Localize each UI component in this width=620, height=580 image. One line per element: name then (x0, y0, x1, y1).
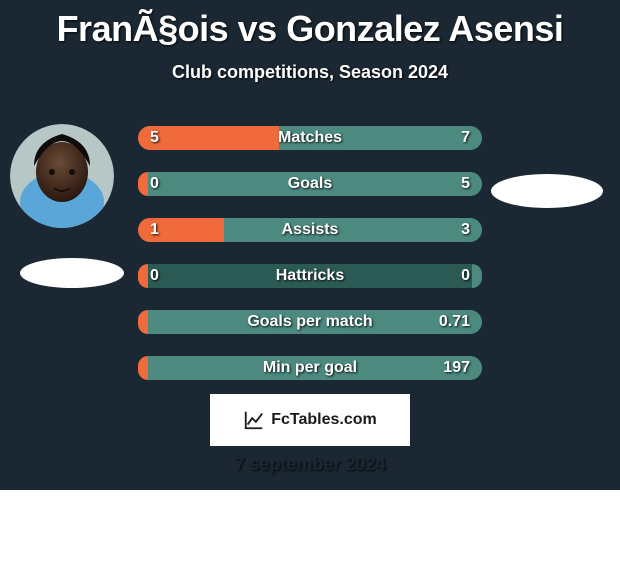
nameplate-right (491, 174, 603, 208)
title-vs: vs (238, 8, 277, 49)
metric-row: Min per goal197 (138, 356, 482, 380)
metric-value-left: 0 (150, 172, 159, 196)
bg-bottom (0, 490, 620, 580)
brand-text: FcTables.com (271, 411, 377, 429)
metric-value-left: 1 (150, 218, 159, 242)
title-right: Gonzalez Asensi (286, 8, 563, 49)
avatar-left-svg (10, 124, 114, 228)
date: 7 september 2024 (0, 454, 620, 475)
metric-value-right: 3 (461, 218, 470, 242)
comparison-infographic: FranÃ§ois vs Gonzalez Asensi Club compet… (0, 0, 620, 580)
nameplate-left (20, 258, 124, 288)
metric-row: Matches5 7 (138, 126, 482, 150)
metric-label: Min per goal (138, 356, 482, 380)
metric-value-right: 7 (461, 126, 470, 150)
metric-label: Hattricks (138, 264, 482, 288)
metric-rows: Matches57Goals05Assists13Hattricks00Goal… (138, 126, 482, 402)
subtitle: Club competitions, Season 2024 (0, 62, 620, 83)
metric-row: Hattricks0 0 (138, 264, 482, 288)
metric-label: Assists (138, 218, 482, 242)
metric-label: Goals (138, 172, 482, 196)
metric-label: Matches (138, 126, 482, 150)
metric-value-right: 5 (461, 172, 470, 196)
metric-row: Assists1 3 (138, 218, 482, 242)
metric-row: Goals0 5 (138, 172, 482, 196)
metric-value-right: 197 (443, 356, 470, 380)
chart-icon (243, 409, 265, 431)
title-left: FranÃ§ois (57, 8, 229, 49)
metric-value-left: 5 (150, 126, 159, 150)
brand-badge: FcTables.com (210, 394, 410, 446)
title: FranÃ§ois vs Gonzalez Asensi (0, 8, 620, 50)
metric-row: Goals per match0.71 (138, 310, 482, 334)
metric-value-right: 0.71 (439, 310, 470, 334)
avatar-left (10, 124, 114, 228)
metric-value-left: 0 (150, 264, 159, 288)
metric-label: Goals per match (138, 310, 482, 334)
metric-value-right: 0 (461, 264, 470, 288)
